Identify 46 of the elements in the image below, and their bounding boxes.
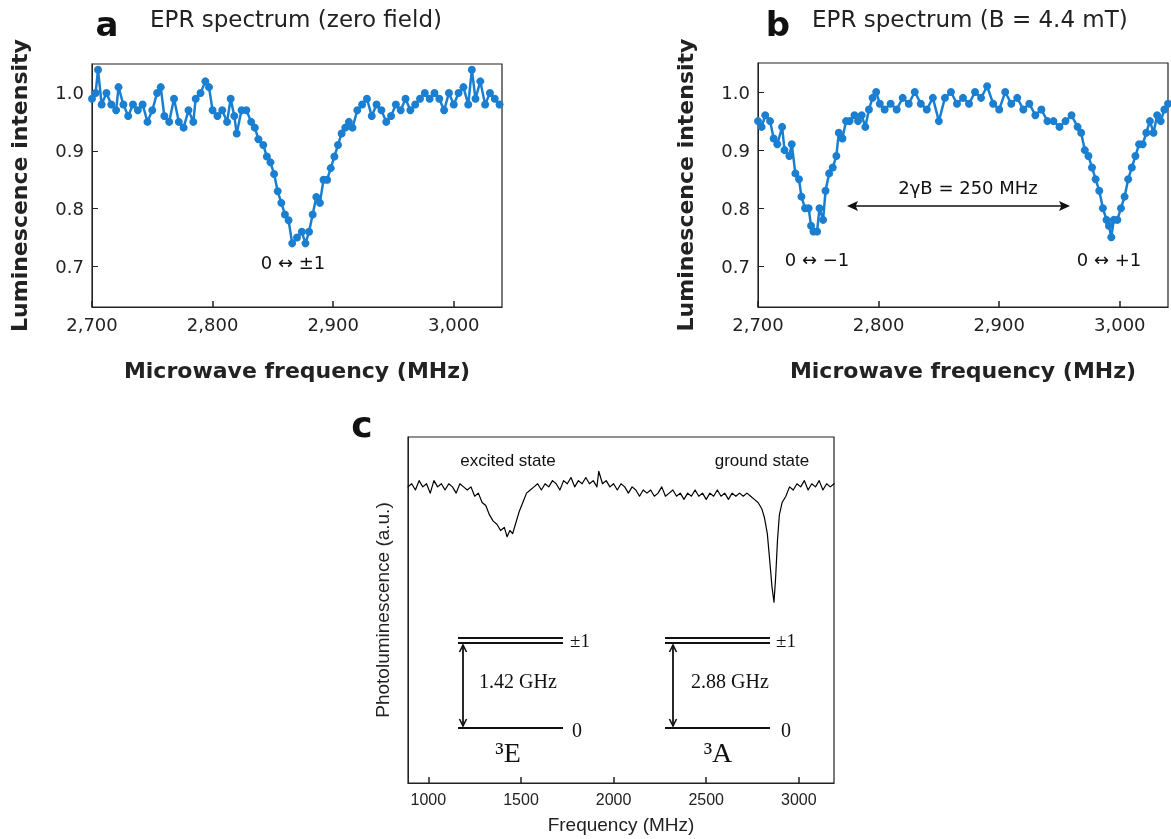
y-axis-title: Luminescence intensity bbox=[672, 38, 698, 332]
text: ground state bbox=[714, 450, 810, 470]
annotation: 0 ↔ +1 bbox=[1076, 249, 1142, 270]
y-axis-title: Photoluminescence (a.u.) bbox=[372, 502, 393, 718]
x-tick-label: 2500 bbox=[688, 790, 725, 808]
annotation: ±1 bbox=[570, 629, 590, 651]
x-axis-title: Microwave frequency (MHz) bbox=[789, 357, 1137, 383]
x-tick-label: 2,900 bbox=[973, 313, 1025, 335]
chart-title: EPR spectrum (B = 4.4 mT) bbox=[812, 6, 1128, 32]
y-tick-label: 0.7 bbox=[55, 256, 84, 277]
x-tick-label: 2,700 bbox=[66, 313, 118, 335]
annotation: ±1 bbox=[776, 629, 796, 651]
x-tick-label: 3000 bbox=[781, 790, 817, 808]
x-tick-label: 1000 bbox=[410, 790, 447, 808]
annotation: 2γB = 250 MHz bbox=[898, 177, 1038, 198]
x-axis-title: Frequency (MHz) bbox=[547, 814, 695, 835]
x-tick-label: 3,000 bbox=[428, 313, 480, 335]
y-tick-label: 1.0 bbox=[721, 81, 750, 103]
y-tick-label: 1.0 bbox=[55, 82, 84, 104]
x-tick-label: 2000 bbox=[595, 790, 632, 808]
annotation: ³E bbox=[495, 737, 521, 768]
x-tick-label: 1500 bbox=[503, 790, 539, 808]
chart-title: EPR spectrum (zero field) bbox=[150, 6, 442, 32]
y-tick-label: 0.9 bbox=[55, 140, 84, 162]
y-tick-label: 0.9 bbox=[721, 139, 750, 161]
y-tick-label: 0.7 bbox=[721, 255, 750, 277]
annotation: 1.42 GHz bbox=[479, 670, 557, 692]
x-tick-label: 3,000 bbox=[1094, 313, 1146, 335]
x-tick-label: 2,900 bbox=[307, 313, 359, 335]
x-tick-label: 2,800 bbox=[852, 313, 905, 335]
y-tick-label: 0.8 bbox=[55, 198, 84, 220]
annotation: ³A bbox=[703, 737, 733, 768]
y-axis-title: Luminescence intensity bbox=[6, 39, 32, 332]
x-tick-label: 2,800 bbox=[186, 313, 239, 335]
x-axis-title: Microwave frequency (MHz) bbox=[123, 357, 471, 383]
annotation: 2.88 GHz bbox=[691, 670, 769, 692]
annotation: 0 ↔ −1 bbox=[784, 249, 850, 270]
text: b bbox=[765, 4, 791, 44]
text: c bbox=[351, 404, 373, 445]
text: a bbox=[95, 4, 119, 44]
annotation: 0 bbox=[781, 719, 791, 741]
text: excited state bbox=[460, 450, 556, 470]
y-tick-label: 0.8 bbox=[721, 197, 750, 219]
x-tick-label: 2,700 bbox=[732, 313, 784, 335]
annotation: 0 ↔ ±1 bbox=[260, 252, 326, 273]
annotation: 0 bbox=[572, 719, 582, 741]
